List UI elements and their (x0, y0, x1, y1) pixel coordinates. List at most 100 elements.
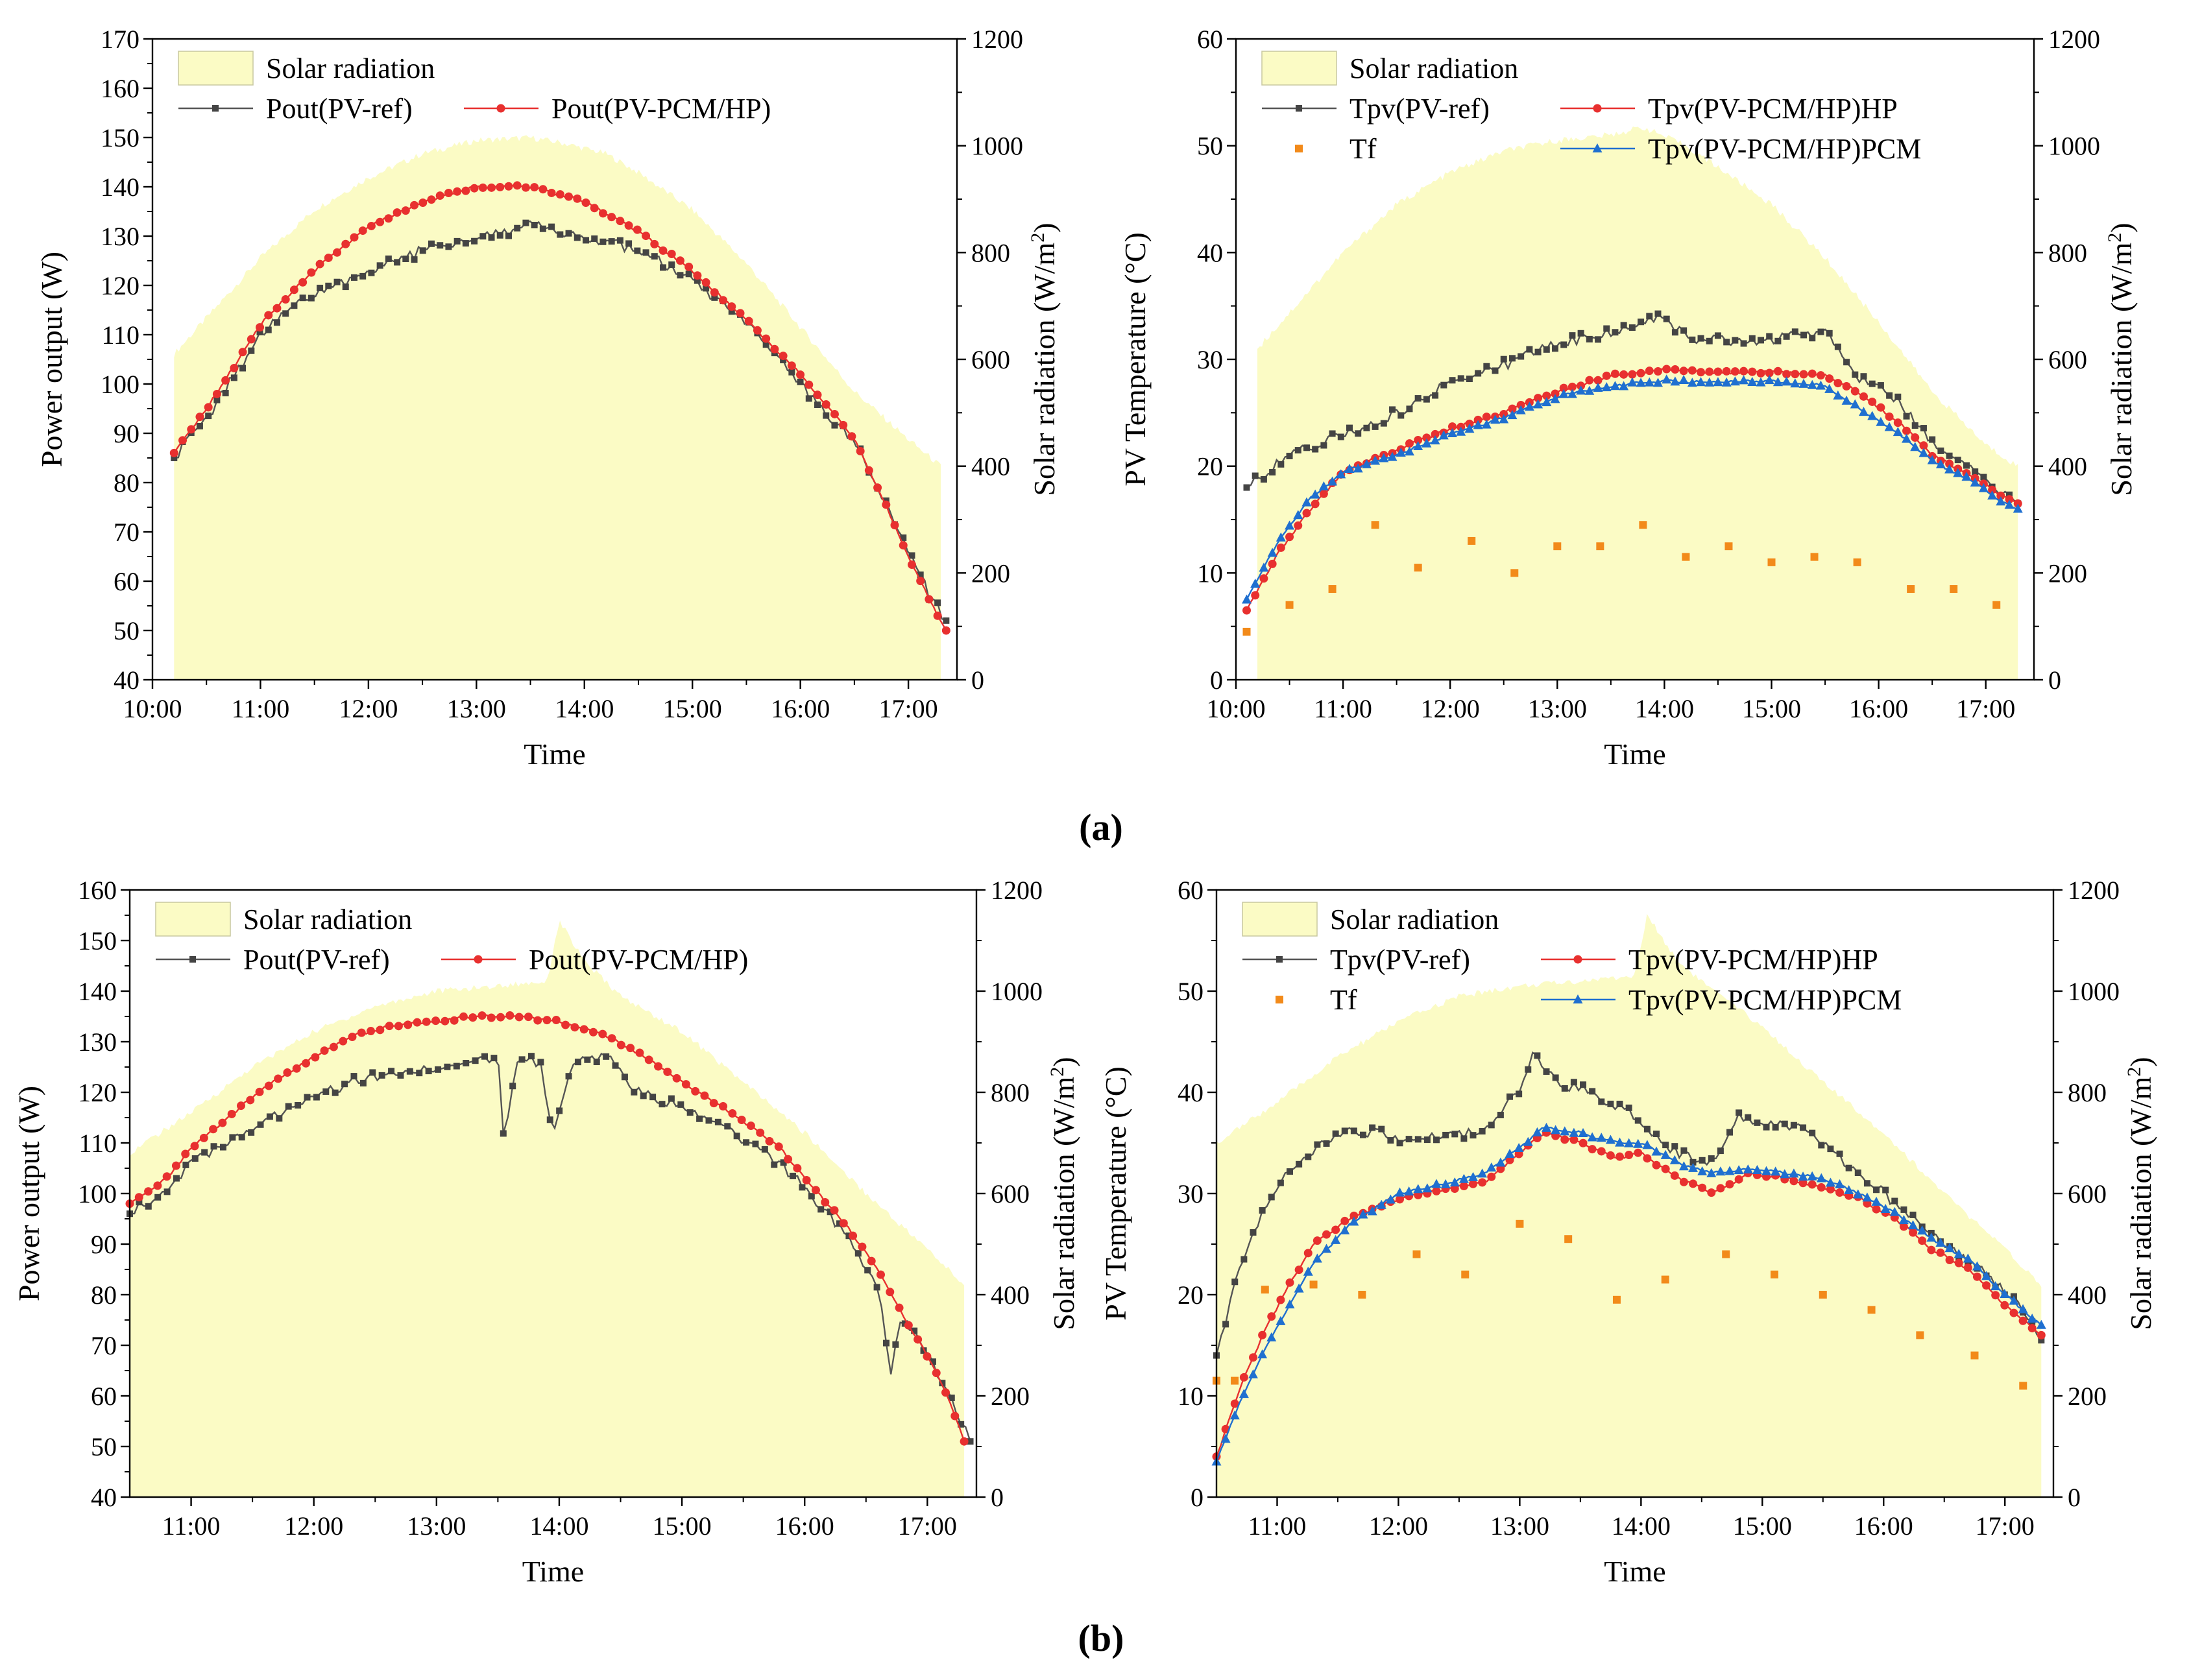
data-point (1662, 374, 1672, 384)
data-point (281, 295, 290, 304)
tf-point (1516, 1219, 1524, 1228)
data-point (1929, 436, 1936, 443)
data-point (1606, 1151, 1615, 1160)
legend-label: Pout(PV-ref) (266, 93, 413, 125)
legend-label: Solar radiation (1349, 53, 1518, 84)
data-point (899, 541, 908, 550)
data-point (1593, 382, 1603, 392)
data-point (196, 423, 203, 430)
data-point (933, 611, 942, 620)
data-point (1387, 1137, 1394, 1144)
y-tick-label: 40 (1178, 1078, 1204, 1107)
data-point (790, 1172, 797, 1179)
data-point (1312, 1253, 1322, 1263)
data-point (2018, 1304, 2028, 1314)
data-point (1450, 1184, 1459, 1194)
data-point (1935, 1238, 1946, 1247)
data-point (917, 571, 924, 579)
data-point (849, 1231, 858, 1240)
data-point (2037, 1330, 2046, 1339)
data-point (1396, 447, 1406, 457)
legend-swatch-marker (1593, 104, 1602, 113)
data-point (1587, 1132, 1597, 1142)
data-point (1717, 1147, 1724, 1155)
data-point (1766, 333, 1773, 340)
data-point (1257, 1349, 1268, 1359)
data-point (1680, 1147, 1688, 1154)
data-point (733, 1133, 740, 1140)
data-point (710, 288, 719, 297)
data-point (1598, 1098, 1605, 1105)
tf-point (1819, 1291, 1827, 1299)
data-point (1653, 366, 1662, 376)
data-point (1854, 1169, 1861, 1176)
data-point (1239, 1389, 1249, 1398)
data-point (1980, 474, 1987, 481)
data-point (907, 560, 916, 570)
data-point (1634, 1148, 1643, 1157)
x-tick-label: 11:00 (232, 694, 290, 723)
data-point (950, 1411, 960, 1421)
data-point (1739, 366, 1748, 376)
legend-label: Tpv(PV-ref) (1349, 93, 1490, 125)
y2-tick-label: 600 (991, 1179, 1030, 1208)
data-point (1286, 453, 1293, 460)
y-tick-label: 0 (1210, 666, 1223, 695)
y-tick-label: 0 (1191, 1483, 1204, 1512)
data-point (1972, 468, 1979, 475)
data-point (743, 1139, 750, 1146)
legend-label: Tf (1330, 984, 1357, 1016)
data-point (201, 1149, 208, 1156)
data-point (210, 1143, 217, 1150)
y-tick-label: 120 (78, 1078, 117, 1107)
data-point (1721, 377, 1732, 387)
x-tick-label: 13:00 (447, 694, 506, 723)
data-point (219, 1144, 226, 1151)
y-tick-label: 100 (101, 370, 139, 399)
data-point (1242, 606, 1252, 615)
data-point (616, 1040, 625, 1050)
y-tick-label: 60 (1178, 876, 1204, 905)
data-point (401, 206, 410, 215)
data-point (478, 1011, 487, 1020)
legend-item: Tpv(PV-ref) (1242, 944, 1470, 976)
legend: Solar radiation Tpv(PV-ref) Tpv(PV-PCM/HP)… (1242, 902, 1902, 1016)
data-point (1807, 379, 1817, 389)
data-point (1773, 366, 1782, 376)
data-point (1396, 1195, 1405, 1204)
series-markers (1213, 1052, 2045, 1359)
data-point (1833, 379, 1843, 388)
data-point (1310, 489, 1320, 499)
y-tick-label: 20 (1178, 1280, 1204, 1310)
data-point (1534, 394, 1543, 403)
data-point (1816, 371, 1825, 380)
data-point (292, 1064, 301, 1073)
tf-point (1261, 1286, 1269, 1294)
data-point (774, 1142, 783, 1151)
data-point (1918, 1236, 1927, 1245)
data-point (811, 1186, 820, 1195)
data-point (830, 409, 839, 418)
data-point (703, 285, 710, 292)
data-point (1505, 1155, 1514, 1164)
tf-point (1612, 1295, 1621, 1304)
series-markers (169, 181, 950, 635)
data-point (339, 1037, 348, 1046)
data-point (1945, 1256, 1954, 1265)
data-point (1927, 455, 1937, 464)
data-point (582, 237, 589, 244)
x-tick-label: 11:00 (162, 1511, 221, 1541)
data-point (463, 1060, 470, 1067)
legend-swatch-marker (189, 956, 196, 963)
data-point (2013, 499, 2022, 508)
data-point (923, 1352, 932, 1361)
data-point (1688, 366, 1697, 375)
data-point (1438, 430, 1449, 440)
data-point (624, 221, 633, 230)
data-point (1259, 574, 1268, 583)
y2-tick-label: 200 (991, 1382, 1030, 1411)
data-point (1447, 428, 1458, 438)
y-tick-label: 20 (1197, 452, 1223, 481)
data-point (1593, 376, 1603, 385)
data-point (603, 1053, 610, 1060)
